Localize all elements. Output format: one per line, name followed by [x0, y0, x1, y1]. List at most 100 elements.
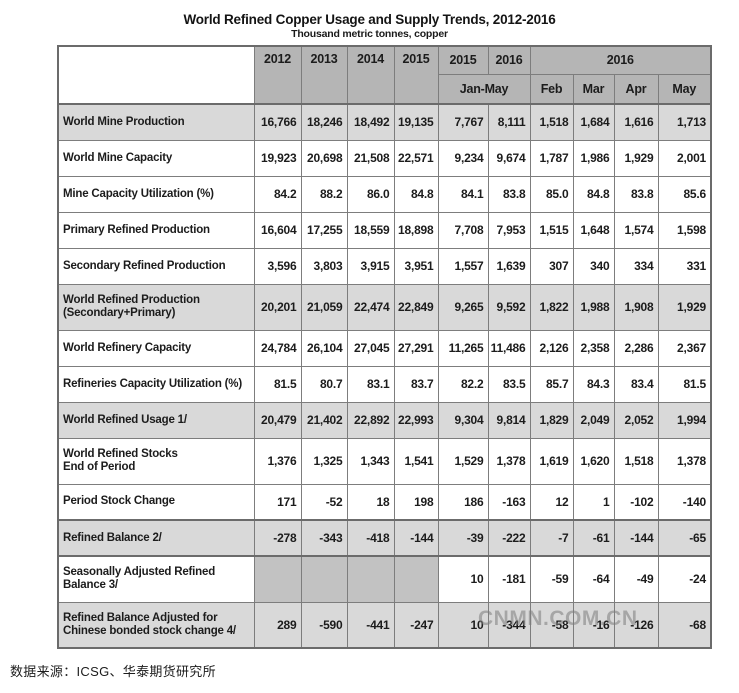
value-cell: 22,993 — [393, 401, 439, 439]
value-cell: 22,474 — [346, 283, 395, 331]
table-row: Refined Balance 2/-278 -343 -418 -144 -39 -22… — [57, 519, 712, 557]
value-cell: 20,698 — [300, 139, 348, 177]
value-cell: -140 — [657, 483, 712, 521]
value-cell: -181 — [487, 555, 531, 603]
header-month-may: May — [657, 73, 712, 105]
header-janmay-label: Jan-May — [437, 73, 531, 105]
value-cell: 1,518 — [613, 437, 659, 485]
table-row: Period Stock Change 171 -52 18 198 186 -163 12 1… — [57, 483, 712, 521]
table-row: World Mine Capacity 19,923 20,698 21,508 22,… — [57, 139, 712, 177]
value-cell: -7 — [529, 519, 574, 557]
value-cell: 1,994 — [657, 401, 712, 439]
row-label: World Refined Usage 1/ — [57, 401, 255, 439]
value-cell: 84.2 — [253, 175, 302, 213]
value-cell: 84.8 — [393, 175, 439, 213]
value-cell: 7,953 — [487, 211, 531, 249]
value-cell: 1,829 — [529, 401, 574, 439]
value-cell: 7,767 — [437, 103, 489, 141]
row-label: Period Stock Change — [57, 483, 255, 521]
value-cell: 2,358 — [572, 329, 615, 367]
header-year-2014: 2014 — [346, 45, 395, 105]
table-row: Primary Refined Production 16,604 17,255 18… — [57, 211, 712, 249]
value-cell: 20,479 — [253, 401, 302, 439]
value-cell — [346, 555, 395, 603]
value-cell: 8,111 — [487, 103, 531, 141]
value-cell: 1,986 — [572, 139, 615, 177]
value-cell: 83.4 — [613, 365, 659, 403]
value-cell: 9,304 — [437, 401, 489, 439]
value-cell: 81.5 — [657, 365, 712, 403]
value-cell: 2,286 — [613, 329, 659, 367]
data-source-note: 数据来源：ICSG、华泰期货研究所 — [10, 664, 216, 679]
value-cell: 2,049 — [572, 401, 615, 439]
value-cell: 10 — [437, 601, 489, 649]
row-label: Primary Refined Production — [57, 211, 255, 249]
value-cell: 7,708 — [437, 211, 489, 249]
value-cell: 1,908 — [613, 283, 659, 331]
value-cell: -24 — [657, 555, 712, 603]
value-cell: 1,376 — [253, 437, 302, 485]
value-cell: 1,616 — [613, 103, 659, 141]
value-cell: -222 — [487, 519, 531, 557]
row-label: Refined Balance Adjusted for Chinese bond… — [57, 601, 255, 649]
value-cell: -441 — [346, 601, 395, 649]
value-cell: 17,255 — [300, 211, 348, 249]
value-cell: -64 — [572, 555, 615, 603]
header-janmay-year-2015: 2015 — [437, 45, 489, 75]
value-cell: 84.8 — [572, 175, 615, 213]
table-row: World Refined Production (Secondary+Prima… — [57, 283, 712, 331]
value-cell: 19,923 — [253, 139, 302, 177]
value-cell: 84.1 — [437, 175, 489, 213]
value-cell: -16 — [572, 601, 615, 649]
value-cell: -247 — [393, 601, 439, 649]
value-cell: 1,574 — [613, 211, 659, 249]
value-cell — [300, 555, 348, 603]
header-corner-cell — [57, 45, 255, 105]
value-cell: 19,135 — [393, 103, 439, 141]
value-cell: 2,126 — [529, 329, 574, 367]
table-row: Mine Capacity Utilization (%) 84.2 88.2 86.… — [57, 175, 712, 213]
value-cell: 22,849 — [393, 283, 439, 331]
value-cell: 1,378 — [487, 437, 531, 485]
value-cell: 1,787 — [529, 139, 574, 177]
value-cell: -39 — [437, 519, 489, 557]
value-cell: 88.2 — [300, 175, 348, 213]
row-label: Refined Balance 2/ — [57, 519, 255, 557]
row-label: World Mine Capacity — [57, 139, 255, 177]
value-cell — [393, 555, 439, 603]
row-label: Refineries Capacity Utilization (%) — [57, 365, 255, 403]
value-cell: 21,508 — [346, 139, 395, 177]
value-cell — [253, 555, 302, 603]
value-cell: 83.1 — [346, 365, 395, 403]
value-cell: -102 — [613, 483, 659, 521]
value-cell: 1,929 — [613, 139, 659, 177]
value-cell: 81.5 — [253, 365, 302, 403]
value-cell: -126 — [613, 601, 659, 649]
value-cell: 2,052 — [613, 401, 659, 439]
value-cell: 22,571 — [393, 139, 439, 177]
table-row: Secondary Refined Production 3,596 3,803 3,… — [57, 247, 712, 285]
value-cell: 3,951 — [393, 247, 439, 285]
value-cell: 10 — [437, 555, 489, 603]
value-cell: 21,402 — [300, 401, 348, 439]
table-row: World Refined Stocks End of Period 1,376 1,… — [57, 437, 712, 485]
value-cell: 331 — [657, 247, 712, 285]
row-label: Secondary Refined Production — [57, 247, 255, 285]
value-cell: 16,604 — [253, 211, 302, 249]
page-subtitle: Thousand metric tonnes, copper — [291, 28, 448, 40]
header-month-apr: Apr — [613, 73, 659, 105]
value-cell: 1,639 — [487, 247, 531, 285]
value-cell: 18,898 — [393, 211, 439, 249]
row-label: World Refinery Capacity — [57, 329, 255, 367]
value-cell: 85.0 — [529, 175, 574, 213]
row-label: World Mine Production — [57, 103, 255, 141]
value-cell: 27,045 — [346, 329, 395, 367]
value-cell: 83.5 — [487, 365, 531, 403]
value-cell: 83.8 — [487, 175, 531, 213]
table-row: World Refinery Capacity 24,784 26,104 27,04… — [57, 329, 712, 367]
value-cell: 9,592 — [487, 283, 531, 331]
value-cell: 22,892 — [346, 401, 395, 439]
row-label: World Refined Production (Secondary+Prima… — [57, 283, 255, 331]
table-body: World Mine Production 16,766 18,246 18,492 1… — [57, 103, 712, 649]
